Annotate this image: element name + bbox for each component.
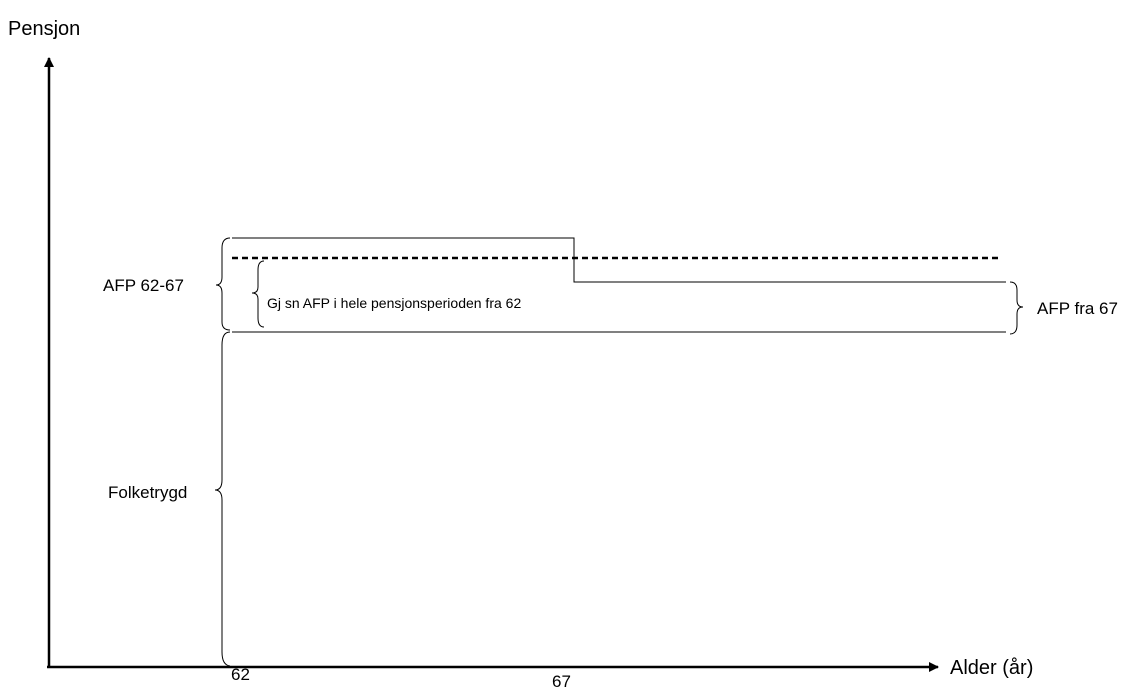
y-axis-title: Pensjon bbox=[8, 18, 81, 40]
label-afp-fra-67: AFP fra 67 bbox=[1037, 299, 1118, 318]
brace-average-afp bbox=[251, 260, 265, 328]
label-average-afp: Gj sn AFP i hele pensjonsperioden fra 62 bbox=[267, 295, 522, 311]
x-tick-label-62: 62 bbox=[231, 665, 250, 684]
x-tick-label-67: 67 bbox=[552, 672, 571, 691]
label-afp-62-67: AFP 62-67 bbox=[103, 276, 184, 295]
afp-step-line bbox=[232, 237, 1006, 283]
x-axis-title: Alder (år) bbox=[950, 657, 1034, 679]
brace-folketrygd bbox=[214, 331, 231, 667]
brace-afp-62-67 bbox=[215, 237, 231, 331]
label-folketrygd: Folketrygd bbox=[108, 483, 188, 502]
brace-afp-fra-67 bbox=[1009, 281, 1024, 335]
